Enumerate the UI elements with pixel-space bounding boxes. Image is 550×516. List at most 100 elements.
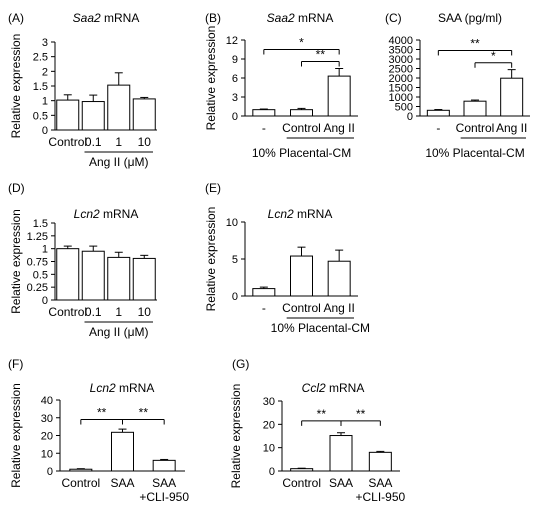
- y-tick-label: 6: [232, 73, 238, 85]
- x-tick-label: 10: [138, 305, 152, 319]
- y-tick-label: 3500: [389, 45, 413, 57]
- bar: [132, 98, 156, 131]
- bar: [152, 459, 176, 472]
- y-axis-label: Relative expression: [9, 34, 23, 139]
- bar: [132, 257, 156, 301]
- x-tick-label: Ang II: [496, 121, 527, 135]
- x-tick-label: Control: [282, 121, 321, 135]
- y-tick-label: 0: [232, 291, 238, 303]
- panel-label: (C): [385, 11, 402, 25]
- x-tick-label: SAA: [368, 476, 392, 490]
- bar: [329, 435, 353, 472]
- y-axis-label: Relative expression: [9, 383, 23, 488]
- y-tick-label: 3: [232, 92, 238, 104]
- y-tick-label: 12: [226, 35, 238, 47]
- y-tick-label: 1.5: [33, 218, 48, 230]
- panel-c: (C) SAA (pg/ml) 05001000150020002500300035…: [385, 11, 530, 160]
- x-tick-label: 0.1: [85, 135, 102, 149]
- panel-g: (G) Ccl2 mRNA Relative expression 0 10 20 30 Co…: [229, 357, 406, 504]
- chart-title: SAA (pg/ml): [438, 11, 502, 25]
- y-tick-label: 1500: [389, 83, 413, 95]
- x-tick-label: +CLI-950: [139, 490, 189, 504]
- y-tick-label: 30: [263, 396, 275, 408]
- bar: [56, 99, 80, 131]
- significance-label: *: [299, 36, 304, 50]
- y-tick-label: 0: [47, 466, 53, 478]
- y-tick-label: 10: [263, 443, 275, 455]
- x-tick-label: -: [262, 121, 266, 135]
- y-tick-label: 0: [232, 111, 238, 123]
- group-label: 10% Placental-CM: [271, 321, 370, 335]
- chart-title-rest: mRNA: [326, 381, 365, 395]
- y-tick-label: 30: [41, 413, 53, 425]
- panel-e: (E) Lcn2 mRNA Relative expression 0 5 10 - Cont…: [204, 181, 370, 335]
- y-tick-label: 10: [41, 448, 53, 460]
- chart-title-gene: Lcn2: [268, 207, 294, 221]
- bar: [500, 77, 524, 117]
- y-tick-label: 0.5: [33, 269, 48, 281]
- bar: [81, 101, 105, 131]
- y-tick-label: 10: [226, 217, 238, 229]
- y-tick-label: 0.75: [27, 257, 48, 269]
- chart-title: Lcn2 mRNA: [74, 207, 139, 221]
- bar: [107, 256, 131, 301]
- y-tick-label: 0.5: [33, 110, 48, 122]
- x-tick-label: -: [262, 301, 266, 315]
- chart-title-rest: mRNA: [100, 207, 139, 221]
- y-tick-label: 4000: [389, 35, 413, 47]
- x-tick-label: 1: [115, 135, 122, 149]
- y-tick-label: 0: [42, 295, 48, 307]
- y-tick-label: 2000: [389, 73, 413, 85]
- chart-title: Ccl2 mRNA: [302, 381, 365, 395]
- x-tick-label: Control: [48, 305, 87, 319]
- bar: [111, 431, 134, 472]
- chart-title-gene: Lcn2: [74, 207, 100, 221]
- y-tick-label: 2.5: [33, 52, 48, 64]
- x-tick-label: Control: [282, 301, 321, 315]
- y-tick-label: 500: [395, 102, 413, 114]
- chart-title-rest: SAA (pg/ml): [438, 11, 502, 25]
- y-tick-label: 2: [42, 66, 48, 78]
- group-label: Ang II (μM): [89, 155, 149, 169]
- bar: [290, 255, 313, 297]
- bar: [252, 109, 276, 117]
- y-tick-label: 0: [42, 125, 48, 137]
- significance-label: **: [97, 406, 107, 420]
- chart-title-gene: Ccl2: [302, 381, 326, 395]
- bar: [252, 288, 276, 297]
- panel-label: (E): [205, 181, 221, 195]
- x-tick-label: +CLI-950: [355, 490, 405, 504]
- chart-title-gene: Lcn2: [90, 381, 116, 395]
- y-tick-label: 1.25: [27, 231, 48, 243]
- y-tick-label: 0: [269, 466, 275, 478]
- chart-title-gene: Saa2: [267, 11, 295, 25]
- x-tick-label: Control: [48, 135, 87, 149]
- y-tick-label: 0: [407, 111, 413, 123]
- chart-title: Saa2 mRNA: [267, 11, 334, 25]
- y-tick-label: 1: [42, 244, 48, 256]
- chart-title: Lcn2 mRNA: [268, 207, 333, 221]
- chart-title-rest: mRNA: [295, 11, 334, 25]
- bar: [290, 109, 313, 117]
- significance-label: **: [316, 48, 326, 62]
- panel-label: (D): [8, 181, 25, 195]
- x-tick-label: Control: [282, 476, 321, 490]
- bar: [107, 84, 131, 131]
- x-tick-label: SAA: [110, 476, 134, 490]
- panel-label: (A): [8, 11, 24, 25]
- x-tick-label: Control: [61, 476, 100, 490]
- chart-title: Saa2 mRNA: [73, 11, 140, 25]
- chart-title-gene: Saa2: [73, 11, 101, 25]
- x-tick-label: -: [436, 121, 440, 135]
- y-tick-label: 9: [232, 54, 238, 66]
- x-tick-label: Control: [456, 121, 495, 135]
- bar: [56, 248, 80, 301]
- bar: [290, 468, 314, 472]
- bar: [69, 468, 93, 472]
- panel-f: (F) Lcn2 mRNA Relative expression 0 10 20 30 40…: [8, 357, 189, 504]
- chart-title-rest: mRNA: [116, 381, 155, 395]
- chart-title: Lcn2 mRNA: [90, 381, 155, 395]
- x-tick-label: Ang II: [323, 301, 354, 315]
- y-axis-label: Relative expression: [204, 26, 218, 131]
